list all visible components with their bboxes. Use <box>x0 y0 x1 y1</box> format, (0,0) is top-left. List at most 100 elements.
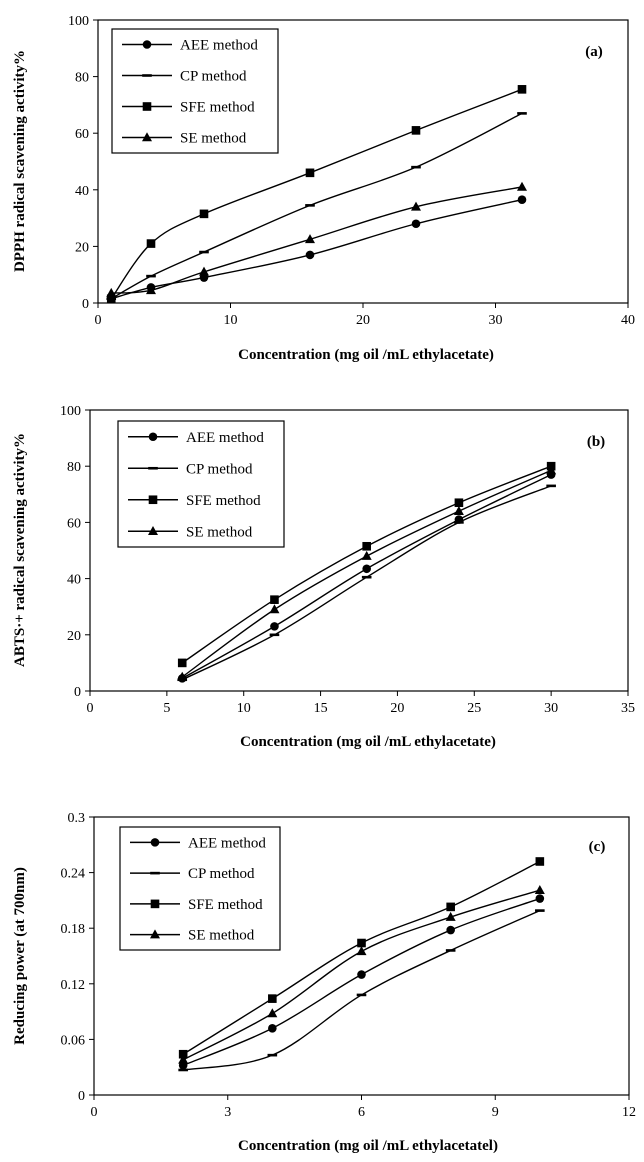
x-axis-title: Concentration (mg oil /mL ethylacetatel) <box>238 1138 498 1154</box>
series-se <box>106 181 527 297</box>
data-point <box>267 1053 278 1057</box>
legend-marker <box>148 526 158 536</box>
legend-item: SFE method <box>122 100 255 116</box>
legend-marker <box>150 899 160 909</box>
y-tick-label: 0.24 <box>61 867 86 882</box>
data-point <box>454 498 464 508</box>
panel-label: (b) <box>587 434 605 450</box>
legend: AEE method CP method SFE method SE method <box>111 28 279 154</box>
series-aee <box>106 195 527 304</box>
data-point <box>178 1068 188 1072</box>
legend-label: SE method <box>186 524 253 540</box>
legend-label: AEE method <box>186 430 264 446</box>
panel-label: (a) <box>585 44 603 60</box>
data-point <box>517 85 527 94</box>
legend-marker <box>142 132 152 142</box>
legend-item: CP method <box>128 461 253 477</box>
data-point <box>446 925 455 935</box>
legend-label: CP method <box>186 461 253 477</box>
legend-marker <box>150 838 160 847</box>
y-tick-label: 0 <box>82 297 89 312</box>
data-point <box>411 165 421 169</box>
y-tick-label: 60 <box>67 516 81 531</box>
x-tick-label: 9 <box>492 1105 499 1120</box>
data-point <box>269 604 280 614</box>
data-point <box>362 541 371 551</box>
legend-item: AEE method <box>128 430 264 446</box>
x-tick-label: 30 <box>544 701 558 716</box>
data-point <box>106 287 117 297</box>
data-point <box>199 209 209 219</box>
legend-marker <box>148 466 158 470</box>
y-tick-label: 40 <box>75 184 89 199</box>
y-tick-label: 0.12 <box>61 978 86 993</box>
data-point <box>411 126 421 135</box>
legend-label: CP method <box>188 866 255 882</box>
legend-item: AEE method <box>130 835 266 851</box>
data-point <box>362 564 371 574</box>
data-point <box>106 294 116 304</box>
data-point <box>178 1054 189 1064</box>
data-point <box>356 993 367 997</box>
data-point <box>357 938 366 948</box>
chart-panel-1: 0 10 20 30 40 0 20 40 60 80 100 Concentration (mg o… <box>12 14 635 363</box>
x-tick-label: 20 <box>390 701 404 716</box>
y-tick-label: 60 <box>75 127 89 142</box>
x-tick-label: 40 <box>621 313 635 328</box>
data-point <box>305 168 315 178</box>
x-tick-label: 6 <box>358 1105 365 1120</box>
data-point <box>535 894 545 903</box>
y-tick-label: 100 <box>68 14 89 29</box>
legend-item: SE method <box>128 524 253 540</box>
panel-label: (c) <box>589 839 606 855</box>
y-tick-label: 0 <box>74 685 81 700</box>
data-point <box>517 181 527 191</box>
data-point <box>177 658 187 668</box>
series-cp <box>178 909 545 1072</box>
y-axis-title: DPPH radical scavening activity% <box>12 50 28 272</box>
data-point <box>267 1008 278 1018</box>
legend-item: SFE method <box>128 493 261 509</box>
y-tick-label: 80 <box>67 460 81 475</box>
legend: AEE method CP method SFE method SE method <box>119 826 281 951</box>
legend-marker <box>148 432 158 442</box>
legend-marker <box>142 102 152 111</box>
x-tick-label: 12 <box>622 1105 636 1120</box>
series-se <box>178 885 545 1064</box>
data-point <box>546 465 557 475</box>
y-tick-label: 20 <box>67 629 81 644</box>
legend-label: SFE method <box>186 493 261 509</box>
y-tick-label: 20 <box>75 240 89 255</box>
x-axis-title: Concentration (mg oil /mL ethylacetate) <box>238 347 494 363</box>
legend-label: SFE method <box>188 897 263 913</box>
legend-marker <box>148 495 158 505</box>
data-point <box>146 239 156 248</box>
x-tick-label: 10 <box>224 313 238 328</box>
y-tick-label: 0.18 <box>61 922 86 937</box>
legend-item: AEE method <box>122 38 258 54</box>
data-point <box>177 671 188 681</box>
y-tick-label: 0 <box>78 1089 85 1104</box>
data-point <box>268 994 277 1003</box>
data-point <box>269 633 280 637</box>
y-axis-title: Reducing power (at 700nm) <box>12 867 28 1045</box>
legend-item: CP method <box>122 69 247 85</box>
series-sfe <box>178 857 545 1059</box>
legend-marker <box>142 74 152 77</box>
legend-label: AEE method <box>180 38 258 54</box>
data-point <box>146 285 156 295</box>
data-point <box>199 266 209 276</box>
y-tick-label: 80 <box>75 71 89 86</box>
x-tick-label: 0 <box>95 313 102 328</box>
legend-marker <box>142 40 152 49</box>
legend: AEE method CP method SFE method SE method <box>117 420 285 548</box>
data-point <box>270 595 279 604</box>
legend-label: SFE method <box>180 100 255 116</box>
data-point <box>517 195 527 205</box>
data-point <box>356 946 367 956</box>
legend-marker <box>150 929 160 939</box>
legend-item: SE method <box>122 131 247 147</box>
series-sfe <box>106 85 527 304</box>
data-point <box>546 484 556 488</box>
